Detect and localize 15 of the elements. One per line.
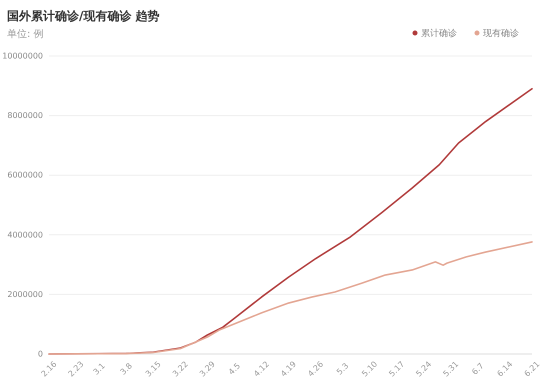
x-tick-label: 3.8	[118, 361, 134, 377]
x-tick-label: 4.5	[226, 361, 242, 377]
x-tick-label: 6.7	[470, 361, 486, 377]
y-tick-label: 6000000	[7, 170, 43, 180]
legend-label: 现有确诊	[483, 28, 519, 39]
y-tick-label: 10000000	[2, 52, 43, 60]
legend-label: 累计确诊	[421, 28, 457, 39]
chart-subtitle: 单位: 例	[7, 28, 44, 40]
x-tick-label: 3.1	[92, 361, 107, 377]
y-tick-label: 2000000	[7, 290, 43, 299]
y-tick-label: 4000000	[7, 230, 43, 240]
chart-title: 国外累计确诊/现有确诊 趋势	[7, 9, 160, 23]
y-tick-label: 0	[38, 350, 43, 358]
x-tick-label: 5.3	[334, 361, 350, 377]
y-tick-label: 8000000	[7, 111, 43, 120]
